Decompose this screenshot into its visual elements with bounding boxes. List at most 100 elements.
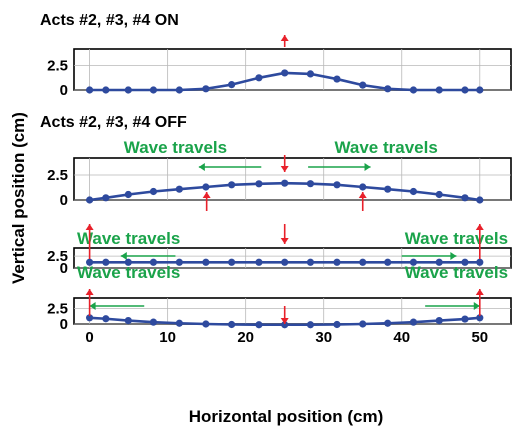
plot-frame <box>73 48 512 91</box>
data-point <box>306 258 315 266</box>
data-point <box>202 183 210 191</box>
data-point <box>124 190 132 199</box>
data-point <box>461 194 469 202</box>
y-tick-label: 2.5 <box>47 58 68 75</box>
x-tick-label: 30 <box>315 329 332 346</box>
y-tick-label: 2.5 <box>47 167 68 184</box>
y-tick-label: 2.5 <box>47 301 68 318</box>
data-point <box>333 258 341 266</box>
x-tick-label: 50 <box>471 329 488 346</box>
data-point <box>281 179 289 187</box>
data-point <box>228 81 236 89</box>
data-point <box>306 180 315 188</box>
data-point <box>333 75 341 83</box>
wave-direction-arrowhead <box>89 302 96 310</box>
wave-label: Wave travels <box>77 229 180 248</box>
data-point <box>86 86 94 94</box>
wave-label: Wave travels <box>77 263 180 282</box>
panel-1: Acts #2, #3, #4 ON 0 2.5 <box>40 12 512 99</box>
data-point <box>124 316 132 325</box>
data-point <box>255 321 263 329</box>
panel-heading: Acts #2, #3, #4 ON <box>40 12 179 29</box>
actuator-arrowhead <box>85 289 94 295</box>
data-point <box>384 85 392 93</box>
y-tick-label: 0 <box>60 82 68 99</box>
data-point <box>102 315 110 323</box>
data-point <box>149 86 158 94</box>
data-point <box>86 196 94 204</box>
data-point <box>409 318 418 326</box>
data-point <box>175 258 183 266</box>
data-point <box>476 196 484 204</box>
x-tick-label: 10 <box>159 329 176 346</box>
x-tick-label: 0 <box>85 329 93 346</box>
data-point <box>202 85 210 93</box>
wave-direction-arrowhead <box>450 252 457 260</box>
data-point <box>333 181 341 189</box>
data-point <box>435 86 443 94</box>
data-point <box>124 86 132 94</box>
data-point <box>384 185 392 193</box>
actuator-arrowhead <box>85 224 94 230</box>
data-point <box>409 258 418 266</box>
data-point <box>384 319 392 327</box>
data-point <box>435 258 443 266</box>
panel-3: 02.5 Wave travels Wave travels <box>47 224 512 277</box>
data-point <box>409 86 418 94</box>
data-point <box>476 86 484 94</box>
x-tick-label: 20 <box>237 329 254 346</box>
data-point <box>461 315 469 323</box>
y-tick-label: 0 <box>60 260 68 277</box>
wave-direction-arrowhead <box>120 252 127 260</box>
y-axis-label: Vertical position (cm) <box>9 112 28 284</box>
wave-label: Wave travels <box>334 138 437 157</box>
data-point <box>255 74 263 82</box>
data-point <box>384 258 392 266</box>
data-point <box>175 319 183 327</box>
data-point <box>102 258 110 266</box>
data-point <box>306 321 315 329</box>
data-point <box>86 314 94 322</box>
data-point <box>175 86 183 94</box>
y-tick-label: 2.5 <box>47 248 68 265</box>
actuator-arrowhead <box>280 35 289 41</box>
data-point <box>281 69 289 77</box>
data-point <box>124 258 132 266</box>
wave-direction-arrowhead <box>364 163 371 171</box>
data-point <box>255 180 263 188</box>
data-point <box>175 185 183 193</box>
data-point <box>102 86 110 94</box>
data-point <box>306 70 315 78</box>
wave-direction-arrowhead <box>198 163 205 171</box>
wave-label: Wave travels <box>405 263 508 282</box>
y-tick-label: 0 <box>60 192 68 209</box>
data-point <box>461 86 469 94</box>
data-point <box>359 320 367 328</box>
data-point <box>359 183 367 191</box>
panel-2: Acts #2, #3, #4 OFF 0 2.5 Wave travels Wave … <box>40 114 512 211</box>
data-point <box>461 258 469 266</box>
data-point <box>435 190 443 199</box>
actuator-arrowhead <box>280 166 289 172</box>
wave-label: Wave travels <box>124 138 227 157</box>
data-point <box>228 320 236 329</box>
y-tick-label: 0 <box>60 316 68 333</box>
data-point <box>228 181 236 189</box>
data-point <box>255 258 263 266</box>
data-point <box>149 187 158 196</box>
data-point <box>202 320 210 328</box>
data-point <box>435 316 443 325</box>
data-point <box>359 81 367 89</box>
data-point <box>102 194 110 202</box>
data-point <box>281 258 289 266</box>
actuator-arrowhead <box>358 192 367 198</box>
data-point <box>409 187 418 196</box>
actuator-arrowhead <box>202 192 211 198</box>
data-point <box>359 258 367 266</box>
data-point <box>86 258 94 266</box>
data-point <box>333 320 341 329</box>
x-tick-label: 40 <box>393 329 410 346</box>
